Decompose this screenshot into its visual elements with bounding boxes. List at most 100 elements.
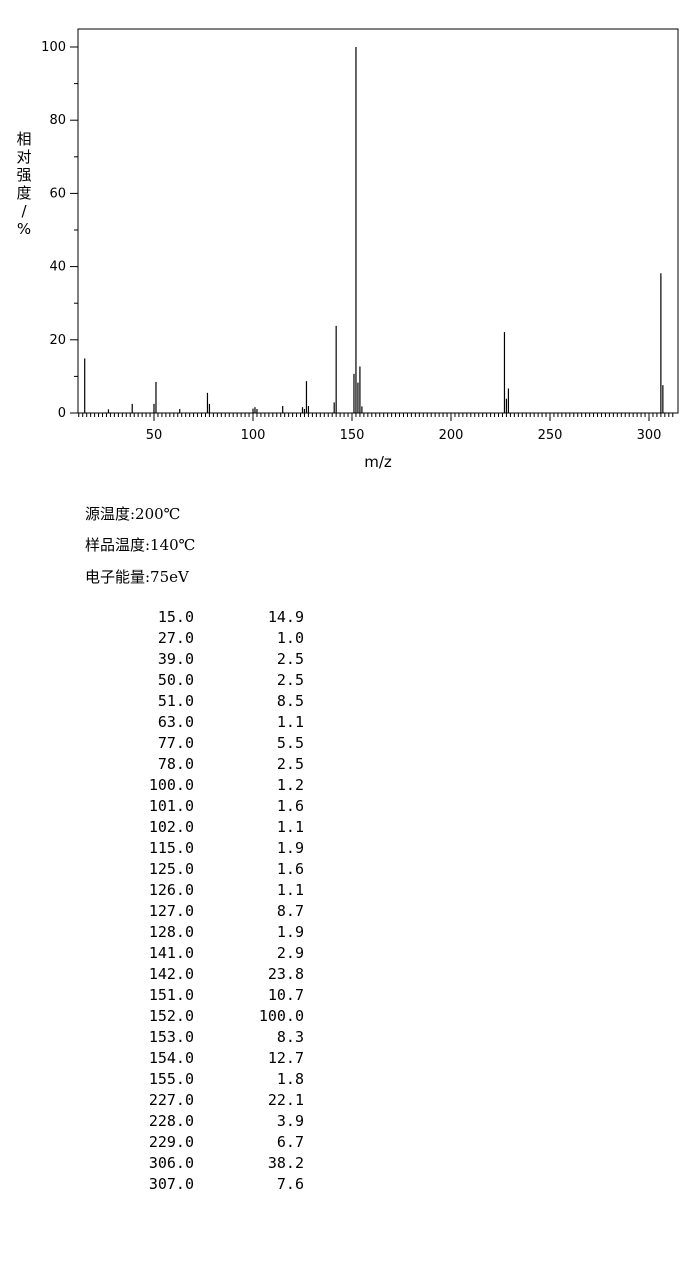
table-row: 77.0 5.5 <box>120 733 304 754</box>
table-row: 50.0 2.5 <box>120 670 304 691</box>
mz-value: 63.0 <box>157 713 194 731</box>
mz-value: 228.0 <box>148 1112 194 1130</box>
y-tick-label: 60 <box>49 186 66 201</box>
table-row: 127.0 8.7 <box>120 901 304 922</box>
relative-intensity-value: 1.2 <box>276 776 304 794</box>
mz-value: 126.0 <box>148 881 194 899</box>
mz-value: 154.0 <box>148 1049 194 1067</box>
relative-intensity-value: 8.7 <box>276 902 304 920</box>
table-row: 27.0 1.0 <box>120 628 304 649</box>
mz-value: 152.0 <box>148 1007 194 1025</box>
table-row: 151.0 10.7 <box>120 985 304 1006</box>
table-row: 102.0 1.1 <box>120 817 304 838</box>
relative-intensity-value: 7.6 <box>276 1175 304 1193</box>
relative-intensity-value: 1.0 <box>276 629 304 647</box>
table-row: 39.0 2.5 <box>120 649 304 670</box>
table-row: 63.0 1.1 <box>120 712 304 733</box>
relative-intensity-value: 6.7 <box>276 1133 304 1151</box>
source-temperature: 源温度:200℃ <box>85 505 181 523</box>
mass-spectrum-chart: 50 100 150 200 250 300 0 20 40 60 80 100 m/z 相对强度/… <box>16 28 679 471</box>
table-row: 152.0 100.0 <box>120 1006 304 1027</box>
table-row: 115.0 1.9 <box>120 838 304 859</box>
relative-intensity-value: 8.3 <box>276 1028 304 1046</box>
table-row: 101.0 1.6 <box>120 796 304 817</box>
mz-value: 39.0 <box>157 650 194 668</box>
mz-value: 227.0 <box>148 1091 194 1109</box>
mz-value: 115.0 <box>148 839 194 857</box>
electron-energy: 电子能量:75eV <box>85 568 189 586</box>
mz-value: 229.0 <box>148 1133 194 1151</box>
table-row: 155.0 1.8 <box>120 1069 304 1090</box>
relative-intensity-value: 1.6 <box>276 797 304 815</box>
table-row: 100.0 1.2 <box>120 775 304 796</box>
relative-intensity-value: 22.1 <box>267 1091 304 1109</box>
x-axis-ticks: 50 100 150 200 250 300 <box>146 413 662 443</box>
table-row: 229.0 6.7 <box>120 1132 304 1153</box>
peak-table: 15.0 14.9 27.0 1.0 39.0 2.5 50.0 2.5 51.0 8.5 63.0… <box>120 607 304 1195</box>
mz-value: 102.0 <box>148 818 194 836</box>
table-row: 228.0 3.9 <box>120 1111 304 1132</box>
mz-value: 153.0 <box>148 1028 194 1046</box>
table-row: 78.0 2.5 <box>120 754 304 775</box>
table-row: 125.0 1.6 <box>120 859 304 880</box>
mz-value: 155.0 <box>148 1070 194 1088</box>
mz-value: 151.0 <box>148 986 194 1004</box>
y-tick-label: 20 <box>49 333 66 348</box>
x-minor-ticks <box>78 413 674 417</box>
table-row: 51.0 8.5 <box>120 691 304 712</box>
mz-value: 78.0 <box>157 755 194 773</box>
relative-intensity-value: 1.1 <box>276 818 304 836</box>
relative-intensity-value: 1.1 <box>276 713 304 731</box>
relative-intensity-value: 8.5 <box>276 692 304 710</box>
x-tick-label: 200 <box>439 428 464 443</box>
table-row: 306.0 38.2 <box>120 1153 304 1174</box>
relative-intensity-value: 2.9 <box>276 944 304 962</box>
y-axis-label: 相对强度/% <box>16 130 31 238</box>
mz-value: 306.0 <box>148 1154 194 1172</box>
relative-intensity-value: 1.8 <box>276 1070 304 1088</box>
mz-value: 27.0 <box>157 629 194 647</box>
peak-bars <box>84 47 664 413</box>
mz-value: 127.0 <box>148 902 194 920</box>
table-row: 307.0 7.6 <box>120 1174 304 1195</box>
x-tick-label: 150 <box>340 428 365 443</box>
table-row: 128.0 1.9 <box>120 922 304 943</box>
table-row: 227.0 22.1 <box>120 1090 304 1111</box>
relative-intensity-value: 10.7 <box>267 986 304 1004</box>
mz-value: 141.0 <box>148 944 194 962</box>
relative-intensity-value: 5.5 <box>276 734 304 752</box>
mz-value: 77.0 <box>157 734 194 752</box>
relative-intensity-value: 2.5 <box>276 755 304 773</box>
relative-intensity-value: 1.9 <box>276 923 304 941</box>
x-tick-label: 300 <box>637 428 662 443</box>
mz-value: 51.0 <box>157 692 194 710</box>
table-row: 154.0 12.7 <box>120 1048 304 1069</box>
relative-intensity-value: 1.9 <box>276 839 304 857</box>
mz-value: 142.0 <box>148 965 194 983</box>
y-axis-ticks: 0 20 40 60 80 100 <box>41 40 78 421</box>
sample-temperature: 样品温度:140℃ <box>85 536 196 554</box>
x-axis-label: m/z <box>364 453 392 471</box>
relative-intensity-value: 12.7 <box>267 1049 304 1067</box>
relative-intensity-value: 100.0 <box>258 1007 304 1025</box>
relative-intensity-value: 23.8 <box>267 965 304 983</box>
mz-value: 100.0 <box>148 776 194 794</box>
mz-value: 125.0 <box>148 860 194 878</box>
mz-value: 101.0 <box>148 797 194 815</box>
y-tick-label: 40 <box>49 260 66 275</box>
mz-value: 15.0 <box>157 608 194 626</box>
mz-value: 50.0 <box>157 671 194 689</box>
table-row: 141.0 2.9 <box>120 943 304 964</box>
relative-intensity-value: 2.5 <box>276 650 304 668</box>
table-row: 153.0 8.3 <box>120 1027 304 1048</box>
relative-intensity-value: 2.5 <box>276 671 304 689</box>
mz-value: 307.0 <box>148 1175 194 1193</box>
x-tick-label: 50 <box>146 428 163 443</box>
y-tick-label: 80 <box>49 113 66 128</box>
y-tick-label: 100 <box>41 40 66 55</box>
table-row: 126.0 1.1 <box>120 880 304 901</box>
x-tick-label: 100 <box>241 428 266 443</box>
relative-intensity-value: 14.9 <box>267 608 304 626</box>
relative-intensity-value: 1.1 <box>276 881 304 899</box>
relative-intensity-value: 3.9 <box>276 1112 304 1130</box>
